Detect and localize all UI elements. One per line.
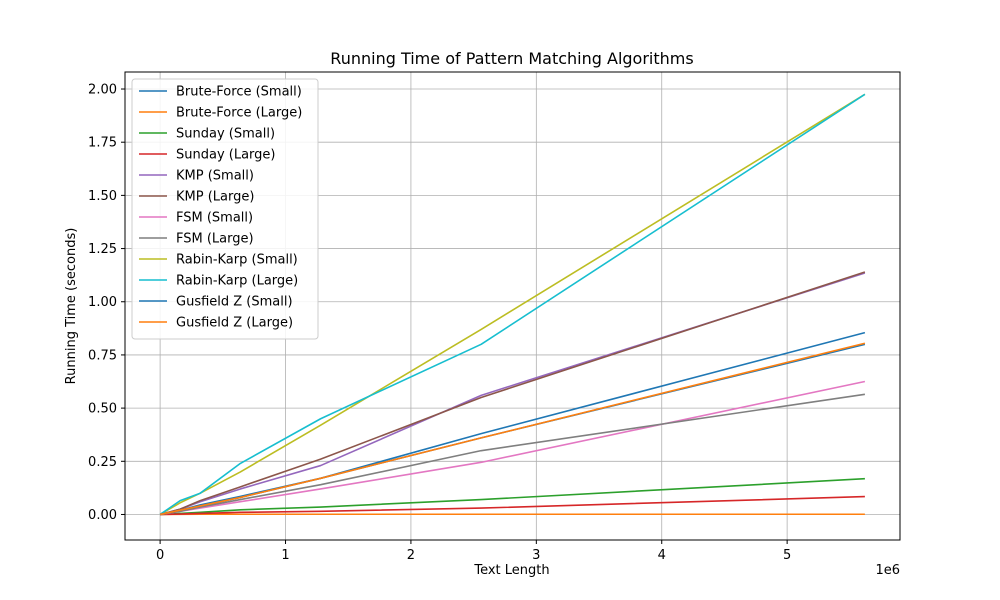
legend-label: Sunday (Large) — [176, 148, 276, 163]
series-line-3 — [160, 495, 865, 516]
legend-label: KMP (Small) — [176, 169, 254, 184]
legend-label: Rabin-Karp (Large) — [176, 274, 298, 289]
x-tick-label: 1 — [281, 548, 289, 563]
x-tick-label: 5 — [783, 548, 791, 563]
legend-label: Brute-Force (Large) — [176, 106, 302, 121]
y-tick-label: 0.00 — [88, 508, 117, 523]
x-tick-label: 3 — [532, 548, 540, 563]
legend-label: Brute-Force (Small) — [176, 85, 302, 100]
legend-label: FSM (Large) — [176, 232, 254, 247]
series-lines — [159, 93, 866, 516]
legend-label: Sunday (Small) — [176, 127, 275, 142]
y-tick-label: 0.50 — [88, 402, 117, 417]
legend-label: KMP (Large) — [176, 190, 254, 205]
y-tick-label: 1.25 — [88, 242, 117, 257]
legend: Brute-Force (Small) Brute-Force (Large) Su… — [131, 78, 319, 340]
y-axis: 0.00 0.25 0.50 0.75 1.00 1.25 1.50 1.75 2.00 — [88, 83, 125, 523]
x-tick-label: 4 — [658, 548, 666, 563]
plot-frame — [124, 71, 901, 541]
chart-title: Running Time of Pattern Matching Algorit… — [330, 49, 693, 68]
y-tick-label: 1.50 — [88, 189, 117, 204]
y-tick-label: 0.25 — [88, 455, 117, 470]
x-offset-label: 1e6 — [875, 563, 900, 578]
series-line-11 — [159, 342, 866, 516]
legend-label: Gusfield Z (Large) — [176, 316, 293, 331]
y-tick-label: 1.00 — [88, 295, 117, 310]
legend-label: Rabin-Karp (Small) — [176, 253, 298, 268]
y-tick-label: 2.00 — [88, 83, 117, 98]
x-tick-label: 2 — [407, 548, 415, 563]
series-line-9 — [159, 93, 866, 516]
y-tick-label: 1.75 — [88, 136, 117, 151]
series-line-7 — [159, 393, 866, 516]
y-tick-label: 0.75 — [88, 348, 117, 363]
legend-label: Gusfield Z (Small) — [176, 295, 293, 310]
x-axis-title: Text Length — [473, 563, 549, 578]
grid — [125, 72, 900, 540]
y-axis-title: Running Time (seconds) — [64, 228, 79, 385]
x-tick-label: 0 — [156, 548, 164, 563]
x-axis: 0 1 2 3 4 5 — [156, 540, 791, 563]
legend-label: FSM (Small) — [176, 211, 253, 226]
series-line-5 — [159, 271, 866, 516]
series-line-8 — [159, 93, 866, 516]
legend-box — [131, 78, 319, 340]
